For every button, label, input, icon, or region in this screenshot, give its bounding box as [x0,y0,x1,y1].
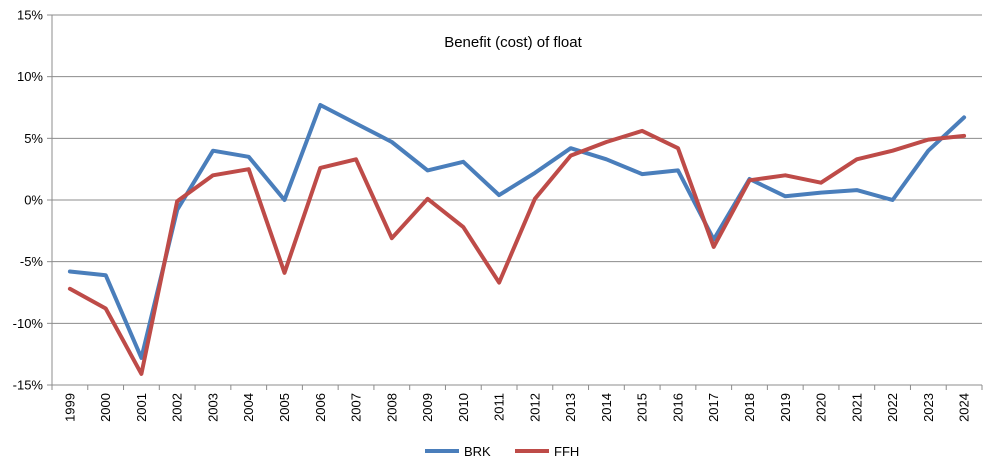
x-tick-label: 2012 [527,393,542,422]
x-tick-label: 2014 [599,393,614,422]
x-tick-label: 2003 [205,393,220,422]
x-tick-label: 1999 [62,393,77,422]
legend-label: FFH [554,444,579,459]
x-tick-label: 2017 [706,393,721,422]
x-tick-label: 2024 [957,393,972,422]
x-tick-label: 2008 [384,393,399,422]
chart-title: Benefit (cost) of float [444,34,582,51]
x-tick-label: 2004 [241,393,256,422]
gridlines [52,14,982,386]
x-axis-ticks: 1999 2000 2001 2002 2003 2004 2005 2006 2007 2008… [51,385,983,422]
x-tick-label: 2015 [635,393,650,422]
legend: BRK FFH [425,444,579,459]
y-tick-label: 10% [17,69,43,84]
x-tick-label: 2007 [349,393,364,422]
y-tick-label: 5% [24,131,43,146]
x-tick-label: 2002 [170,393,185,422]
series-line-ffh [67,128,967,376]
legend-label: BRK [464,444,491,459]
x-tick-label: 2016 [670,393,685,422]
x-tick-label: 2019 [778,393,793,422]
x-tick-label: 2009 [420,393,435,422]
y-tick-label: -5% [20,254,44,269]
x-tick-label: 2011 [492,393,507,421]
y-tick-label: 15% [17,8,43,23]
y-tick-label: -10% [13,316,44,331]
x-tick-label: 2021 [849,393,864,422]
x-tick-label: 2010 [456,393,471,422]
x-tick-label: 2006 [313,393,328,422]
series-line-brk [67,103,967,360]
x-tick-label: 2022 [885,393,900,422]
x-tick-label: 2001 [134,393,149,422]
x-tick-label: 2013 [563,393,578,422]
y-tick-label: -15% [13,378,44,393]
x-tick-label: 2005 [277,393,292,422]
x-tick-label: 2023 [921,393,936,422]
y-axis-ticks: -15% -10% -5% 0% 5% 10% 15% [13,8,52,393]
x-tick-label: 2020 [814,393,829,422]
series-lines [67,103,967,376]
x-tick-label: 2018 [742,393,757,422]
y-tick-label: 0% [24,193,43,208]
x-tick-label: 2000 [98,393,113,422]
